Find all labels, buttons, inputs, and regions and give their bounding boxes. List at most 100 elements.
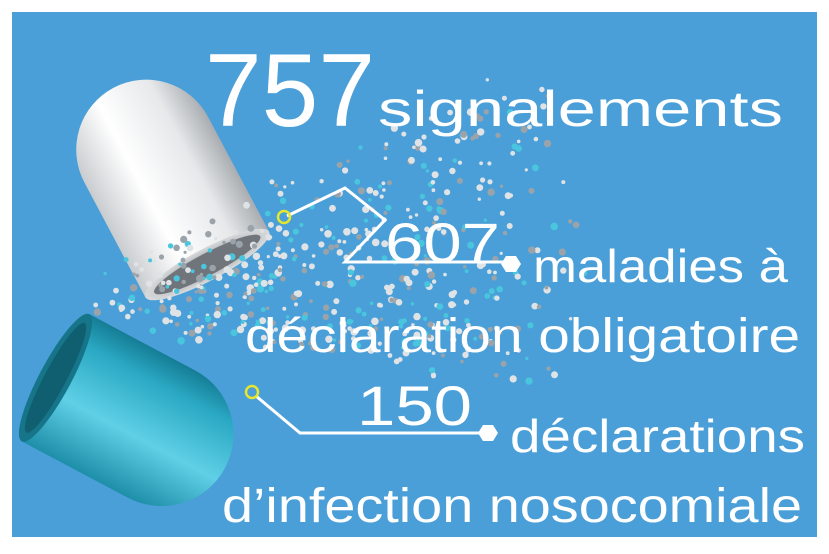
particle [239,255,245,261]
particle [169,320,173,324]
particle [415,139,423,147]
item-number: 150 [357,374,472,437]
particle [457,178,463,184]
headline-label: signalements [378,81,783,137]
particle [236,241,243,248]
particle [168,243,173,248]
particle [138,307,142,311]
particle [222,310,228,316]
particle [334,244,339,249]
particle [346,160,349,163]
particle [207,323,214,330]
particle [320,228,323,231]
particle [160,299,164,303]
particle [309,299,313,303]
particle [195,327,202,334]
particle [269,236,272,239]
particle [389,284,395,290]
particle [130,309,135,314]
item-label: maladies à [533,240,788,292]
particle [276,242,280,246]
particle [265,211,271,217]
particle [181,258,186,263]
particle [159,286,165,292]
particle [201,325,205,329]
particle [210,218,216,224]
particle [343,240,347,244]
particle [257,273,261,277]
particle [195,290,198,293]
particle [187,230,191,234]
particle [389,298,394,303]
particle [568,219,572,223]
particle [177,337,185,345]
particle [174,310,181,317]
particle [318,241,324,247]
particle [181,263,187,269]
particle [273,251,279,257]
particle [517,140,521,144]
particle [438,157,442,161]
particle [293,229,299,235]
particle [505,192,512,199]
particle [265,290,269,294]
particle [315,281,320,286]
particle [274,183,278,187]
particle [205,231,211,237]
particle [228,306,233,311]
particle [180,236,187,243]
particle [404,276,410,282]
particle [420,146,427,153]
particle [343,228,351,236]
particle [198,296,204,302]
particle [489,288,495,294]
particle [372,239,380,247]
particle [373,190,379,196]
item-label: déclaration obligatoire [245,310,800,363]
particle [387,180,392,185]
particle [512,143,518,149]
particle [280,276,285,281]
particle [421,163,427,169]
particle [243,295,247,299]
particle [241,261,248,268]
particle [216,301,220,305]
particle [337,249,344,256]
particle [273,275,277,279]
particle [510,151,515,156]
particle [342,167,348,173]
particle [426,169,429,172]
particle [507,223,513,229]
particle [429,367,435,373]
particle [237,326,244,333]
particle [124,257,129,262]
particle [247,302,250,305]
particle [479,161,483,165]
particle [561,180,565,184]
particle [162,317,169,324]
particle [159,254,164,259]
particle [525,377,532,384]
particle [384,142,388,146]
particle [500,211,505,216]
particle [184,331,188,335]
particle [411,302,414,305]
particle [299,223,303,227]
particle [258,260,263,265]
particle [302,268,308,274]
particle [185,267,191,273]
page: 757 signalements 607 maladies à déclarat… [0,0,829,549]
particle [366,187,373,194]
particle [156,271,163,278]
particle [191,269,195,273]
particle [269,286,274,291]
particle [178,263,181,266]
particle [132,273,135,276]
particle [134,262,139,267]
particle [234,230,238,234]
particle [329,205,336,212]
particle [189,330,196,337]
item-label: d’infection nosocomiale [222,480,802,533]
particle [380,195,384,199]
particle [251,288,257,294]
